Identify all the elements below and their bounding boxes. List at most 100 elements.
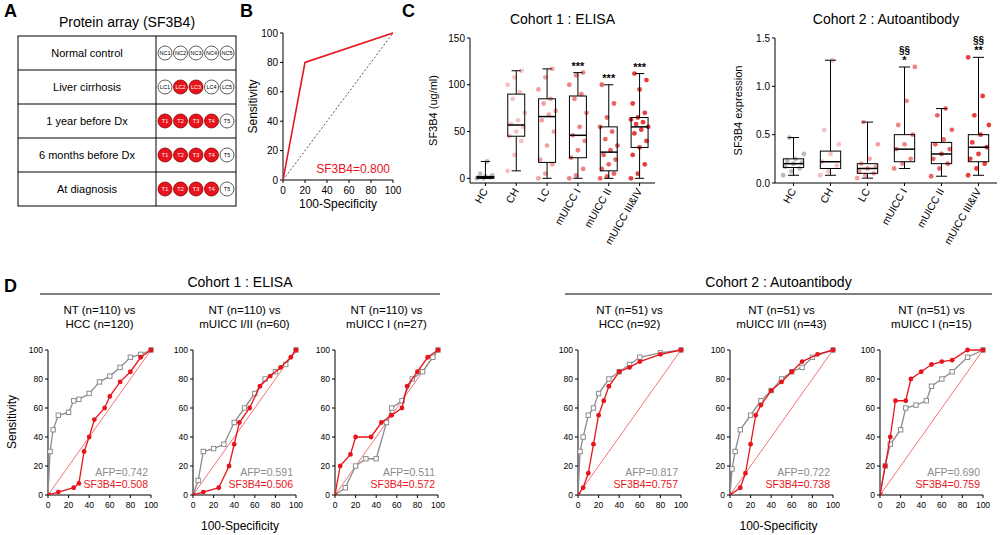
whisker-cap-high	[542, 68, 551, 69]
spot-label: NC1	[159, 50, 170, 56]
y-tick-label: 20	[716, 461, 726, 471]
y-tick	[332, 466, 335, 467]
data-point	[972, 113, 977, 118]
y-tick-label: 60	[34, 403, 44, 413]
roc-curve	[880, 350, 983, 495]
x-tick	[812, 495, 813, 498]
box	[600, 127, 617, 171]
data-point	[892, 166, 897, 171]
y-tick	[190, 437, 193, 438]
x-tick-label: 0	[191, 500, 196, 510]
y-tick	[467, 38, 470, 39]
roc-point	[107, 394, 112, 399]
x-tick-label: 80	[656, 500, 666, 510]
whisker-low	[516, 136, 517, 171]
data-point	[577, 124, 582, 129]
y-tick-label: 60	[564, 403, 574, 413]
roc-point	[883, 464, 888, 469]
x-tick	[793, 183, 794, 186]
array-spot	[174, 114, 188, 128]
data-point	[836, 142, 841, 147]
x-tick-label: 100	[826, 500, 840, 510]
roc-point	[436, 348, 440, 352]
roc-point	[607, 384, 612, 389]
spot-label: T2	[177, 152, 183, 158]
auc-label: AFP=0.722	[777, 466, 830, 478]
x-tick-label: 60	[250, 500, 260, 510]
spot-label: T2	[177, 186, 183, 192]
x-tick	[577, 183, 578, 186]
whisker-cap-high	[936, 108, 947, 109]
whisker-high	[830, 60, 831, 151]
x-tick-label: 100	[385, 185, 402, 196]
y-tick	[332, 408, 335, 409]
roc-point	[939, 359, 944, 364]
data-point	[581, 167, 586, 172]
median	[931, 153, 951, 155]
x-tick-label: 20	[209, 500, 219, 510]
plot-area	[283, 33, 393, 180]
roc-point	[242, 406, 246, 410]
auc-label: AFP=0.591	[240, 466, 293, 478]
array-spot	[205, 80, 219, 94]
data-point	[642, 110, 647, 115]
roc-point	[118, 365, 122, 369]
whisker-low	[830, 169, 831, 176]
auc-label: SF3B4=0.759	[915, 478, 980, 490]
roc-point	[278, 365, 283, 370]
chart-title: mUICC I/II (n=60)	[199, 318, 290, 330]
y-axis	[470, 38, 471, 183]
y-tick	[280, 150, 283, 151]
x-tick-label: 100	[144, 500, 158, 510]
spot-label: T5	[224, 186, 230, 192]
whisker-high	[793, 138, 794, 159]
x-tick-label: 100	[976, 500, 990, 510]
auc-label: AFP=0.817	[625, 466, 678, 478]
x-tick-label: 80	[808, 500, 818, 510]
y-tick-label: 0	[459, 173, 465, 184]
spot-label: T2	[177, 118, 183, 124]
y-label: SF3B4 expression	[732, 66, 744, 156]
y-tick-label: 80	[866, 374, 876, 384]
spot-label: T4	[208, 186, 214, 192]
roc-point	[364, 457, 368, 461]
spot-label: LC4	[206, 84, 216, 90]
roc-point	[294, 348, 298, 352]
array-spot	[220, 80, 234, 94]
data-point	[929, 174, 934, 179]
roc-point	[201, 449, 205, 453]
x-tick	[283, 180, 284, 183]
median	[477, 177, 494, 179]
roc-point	[929, 362, 934, 367]
x-tick-label: 40	[916, 500, 926, 510]
roc-point	[981, 348, 986, 353]
y-tick-label: 100	[316, 345, 330, 355]
x-tick-label: 20	[351, 500, 361, 510]
data-point	[818, 173, 823, 178]
chart-title: mUICC I/II (n=43)	[736, 318, 827, 330]
median	[508, 124, 525, 126]
y-tick-label: 60	[321, 403, 331, 413]
y-tick-label: 40	[321, 432, 331, 442]
roc-curve	[48, 350, 151, 495]
x-tick	[438, 495, 439, 498]
whisker-cap-low	[542, 178, 551, 179]
y-tick	[467, 178, 470, 179]
roc-point	[950, 358, 955, 363]
median	[820, 161, 840, 163]
box	[894, 135, 914, 162]
x-tick	[867, 183, 868, 186]
whisker-high	[516, 71, 517, 94]
array-spot	[205, 182, 219, 196]
roc-point	[232, 420, 236, 424]
x-tick	[941, 183, 942, 186]
x-tick-label: 0	[878, 500, 883, 510]
data-point	[536, 176, 541, 181]
data-point	[478, 171, 483, 176]
significance: §§	[899, 45, 911, 56]
y-tick-label: 60	[716, 403, 726, 413]
y-tick-label: 80	[34, 374, 44, 384]
y-tick	[575, 466, 578, 467]
y-tick-label: 0	[568, 490, 573, 500]
roc-point	[294, 348, 299, 353]
